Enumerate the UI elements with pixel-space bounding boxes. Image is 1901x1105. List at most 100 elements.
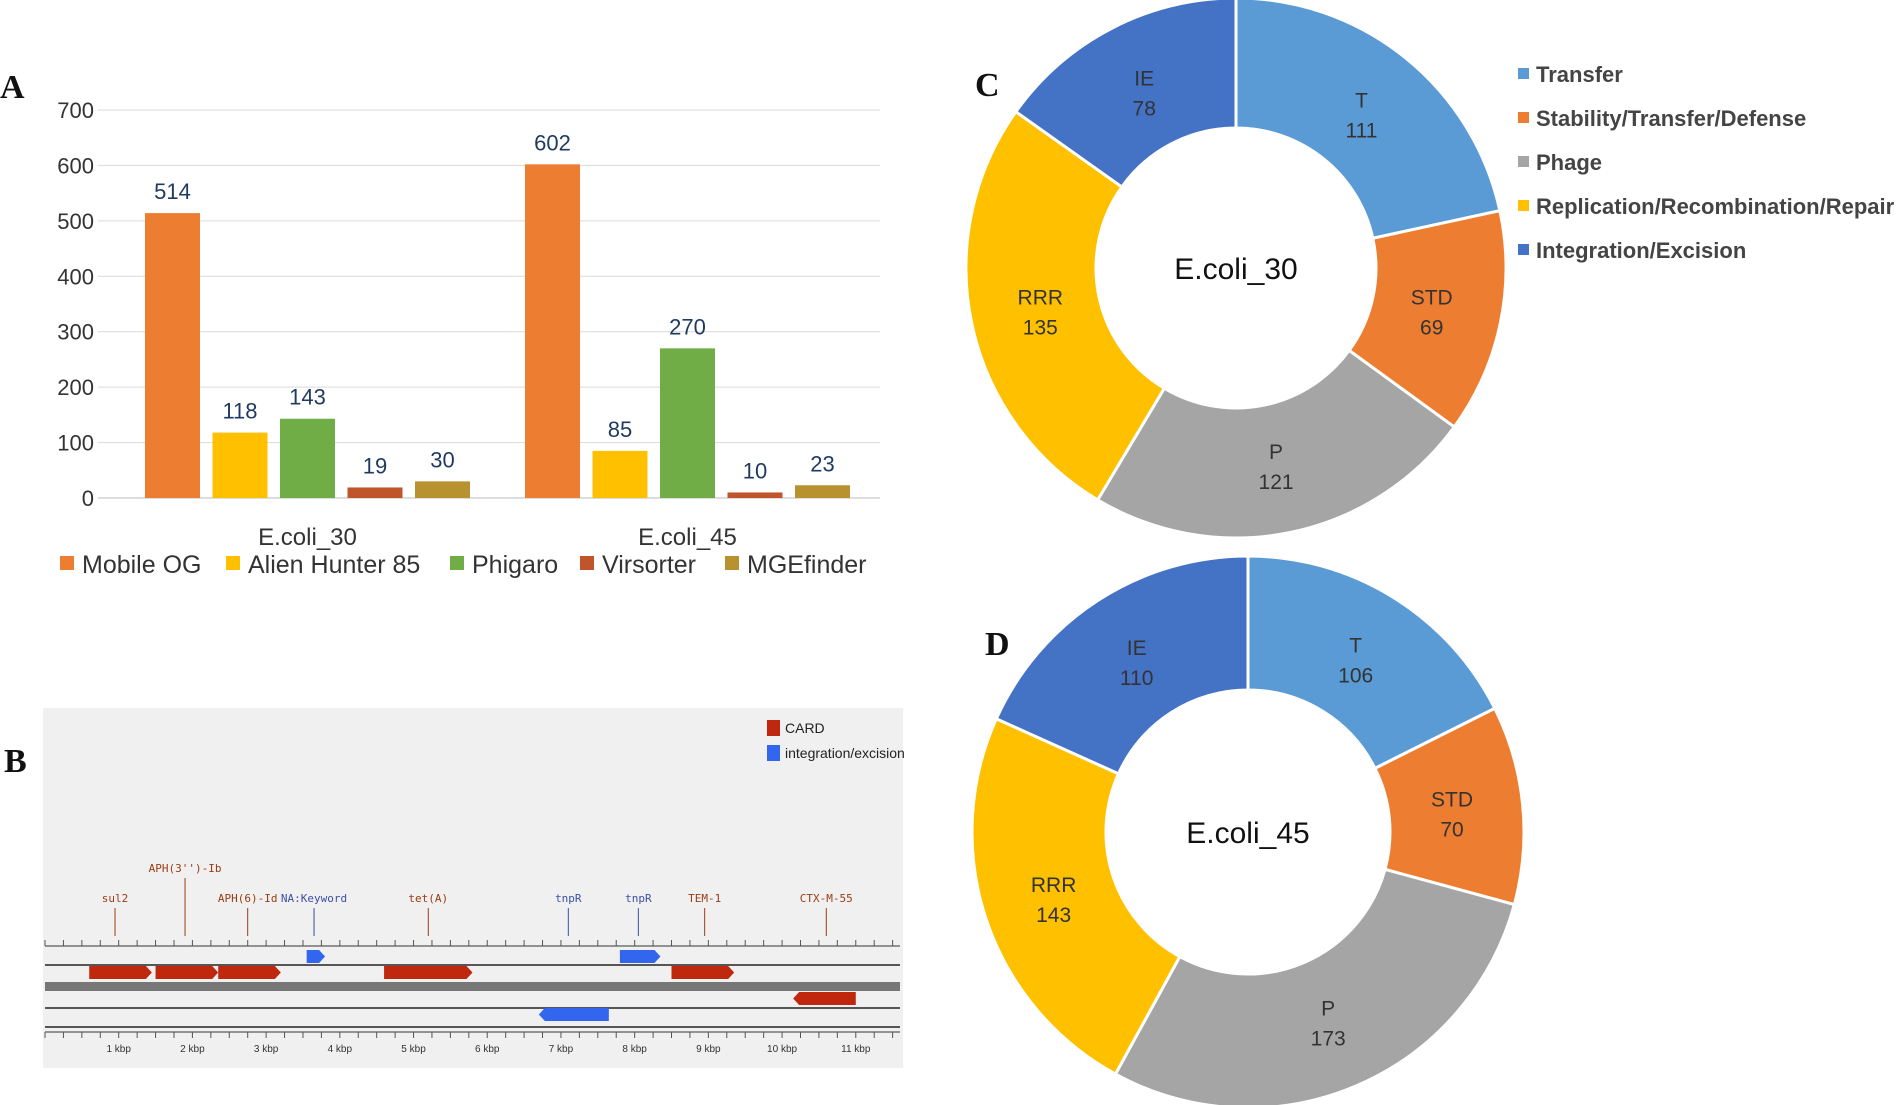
bar-alien-hunter-85 <box>592 450 648 498</box>
card-gene-arrow <box>218 966 281 979</box>
bar-category-label: E.coli_30 <box>258 524 357 551</box>
axis-label: 4 kbp <box>328 1044 353 1055</box>
slice-label: STD <box>1411 286 1453 309</box>
bar-value-label: 143 <box>289 385 326 410</box>
bar-virsorter <box>347 487 403 498</box>
slice-value: 173 <box>1311 1028 1346 1051</box>
bar-y-tick: 100 <box>57 431 94 456</box>
legend-label: Integration/Excision <box>1536 238 1746 263</box>
bar-phigaro <box>280 418 335 498</box>
legend-swatch <box>1518 156 1529 167</box>
bar-value-labels: 514 118 143 19 30 602 85 270 10 23 <box>154 130 835 483</box>
legend-swatch <box>1518 68 1529 79</box>
bar-value-label: 23 <box>810 451 834 476</box>
annotation-label: APH(6)-Id <box>218 892 278 905</box>
slice-label: IE <box>1127 637 1147 660</box>
legend-label: Phigaro <box>472 551 558 579</box>
legend-label: integration/excision <box>785 745 905 761</box>
card-gene-arrow <box>384 966 473 979</box>
donut-legend: Transfer Stability/Transfer/Defense Phage R… <box>1518 62 1895 263</box>
donut-center-label: E.coli_30 <box>1174 253 1297 286</box>
bar-value-label: 85 <box>608 417 632 442</box>
annotation-label: tnpR <box>625 892 652 905</box>
integration-gene-arrow <box>538 1008 609 1021</box>
legend-swatch <box>725 556 739 570</box>
bar-y-tick: 500 <box>57 209 94 234</box>
legend-swatch <box>1518 244 1529 255</box>
genome-axis: 1 kbp 2 kbp 3 kbp 4 kbp 5 kbp 6 kbp 7 kbp 8 kbp… <box>44 1031 900 1055</box>
donut-slice-p <box>1113 867 1517 1105</box>
annotation-label: NA:Keyword <box>281 892 347 905</box>
annotation-label: APH(3'')-Ib <box>149 862 222 875</box>
donut-center-label: E.coli_45 <box>1186 817 1309 850</box>
card-gene-arrow <box>155 966 219 979</box>
axis-label: 8 kbp <box>622 1044 647 1055</box>
bar-chart: 0 100 200 300 400 500 600 700 514 118 143 19 30 602 8… <box>57 98 880 579</box>
annotation-label: tnpR <box>555 892 582 905</box>
bar-value-label: 602 <box>534 130 571 155</box>
legend-swatch <box>580 556 594 570</box>
slice-label: P <box>1321 998 1335 1021</box>
bar-y-tick: 200 <box>57 375 94 400</box>
legend-label: Transfer <box>1536 62 1623 87</box>
bar-mgefinder <box>795 485 850 498</box>
annotation-label: TEM-1 <box>688 892 721 905</box>
slice-label: P <box>1269 441 1283 464</box>
bar-value-label: 30 <box>430 447 454 472</box>
slice-label: RRR <box>1031 874 1077 897</box>
axis-label: 2 kbp <box>180 1044 205 1055</box>
slice-value: 110 <box>1120 667 1153 690</box>
donut-slice-std <box>1347 208 1508 430</box>
genome-tracks <box>44 940 900 1028</box>
slice-value: 135 <box>1023 316 1058 339</box>
legend-swatch <box>60 556 74 570</box>
slice-value: 143 <box>1036 904 1071 927</box>
bar-mgefinder <box>415 481 470 498</box>
axis-label: 5 kbp <box>401 1044 426 1055</box>
donut-slice-rrr <box>964 109 1167 502</box>
panel-label-c: C <box>975 67 1000 104</box>
card-gene-arrow <box>793 992 856 1005</box>
annotation-label: tet(A) <box>408 892 448 905</box>
legend-label: MGEfinder <box>747 551 866 579</box>
bar-y-tick: 300 <box>57 320 94 345</box>
legend-swatch <box>1518 200 1529 211</box>
axis-label: 10 kbp <box>767 1044 797 1055</box>
bar-value-label: 514 <box>154 179 191 204</box>
legend-label: Replication/Recombination/Repair <box>1536 194 1895 219</box>
bar-y-ticks: 0 100 200 300 400 500 600 700 <box>57 98 94 511</box>
axis-label: 7 kbp <box>549 1044 574 1055</box>
legend-swatch <box>1518 112 1529 123</box>
legend-swatch <box>450 556 464 570</box>
bar-value-label: 10 <box>743 458 767 483</box>
bar-category-labels: E.coli_30 E.coli_45 <box>258 524 737 551</box>
genome-map-background <box>43 708 903 1068</box>
legend-label: Mobile OG <box>82 551 201 579</box>
bar-legend: Mobile OG Alien Hunter 85 Phigaro Virsorter… <box>60 551 866 579</box>
legend-label: Stability/Transfer/Defense <box>1536 106 1806 131</box>
annotation-label: CTX-M-55 <box>800 892 853 905</box>
axis-label: 11 kbp <box>841 1044 871 1055</box>
bar-alien-hunter-85 <box>212 432 268 498</box>
legend-swatch <box>767 745 780 761</box>
legend-label: Phage <box>1536 150 1602 175</box>
integration-gene-arrow <box>306 950 326 963</box>
genome-backbone <box>45 982 900 991</box>
slice-label: T <box>1355 89 1368 112</box>
legend-swatch <box>226 556 240 570</box>
genome-annotations: sul2 APH(3'')-Ib APH(6)-Id NA:Keyword tet(A)… <box>102 862 853 936</box>
legend-label: CARD <box>785 720 825 736</box>
bar-y-tick: 600 <box>57 153 94 178</box>
donut-chart-d: T 106 STD 70 P 173 RRR 143 IE 110 E.coli_45 <box>970 554 1526 1105</box>
genome-features <box>89 950 856 1021</box>
genome-legend: CARD integration/excision <box>767 720 905 761</box>
donut-slice-t <box>1234 0 1502 241</box>
bar-y-tick: 400 <box>57 264 94 289</box>
axis-label: 1 kbp <box>106 1044 131 1055</box>
genome-map: CARD integration/excision sul2 APH(3'')-Ib… <box>43 708 905 1068</box>
bar-series <box>145 164 850 498</box>
slice-value: 78 <box>1133 97 1156 120</box>
legend-swatch <box>767 720 780 736</box>
slice-value: 111 <box>1346 119 1378 142</box>
bar-y-tick: 0 <box>82 486 94 511</box>
